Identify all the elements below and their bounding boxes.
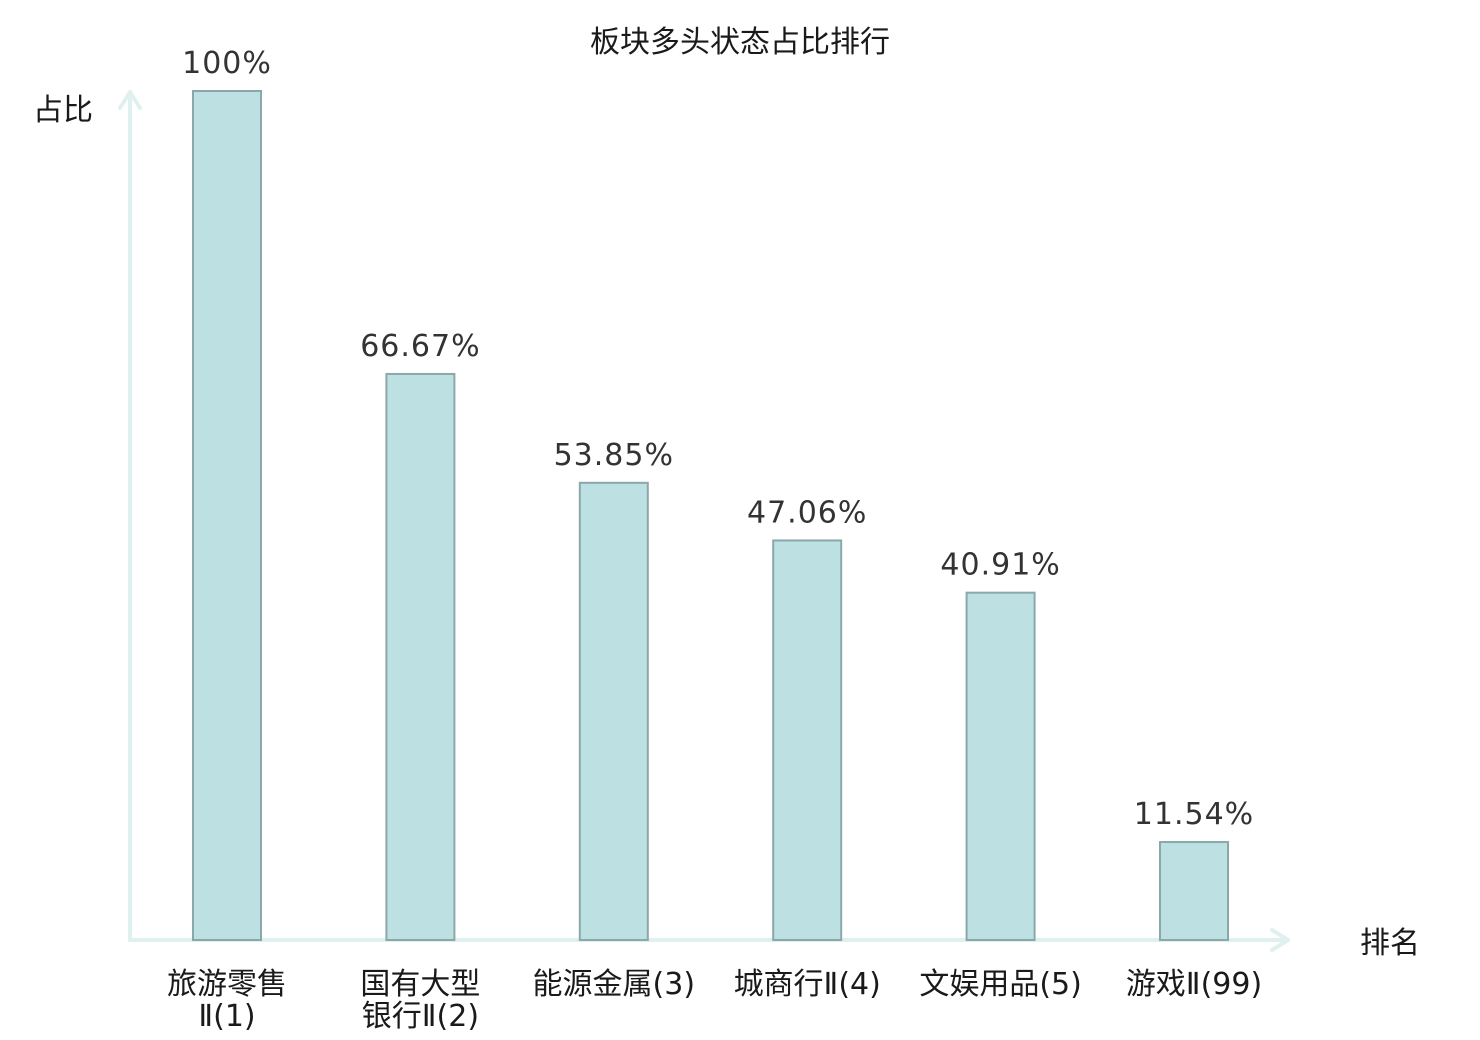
value-label-2: 66.67% (360, 329, 480, 364)
category-label-6-line-1: 游戏Ⅱ(99) (1126, 967, 1262, 1002)
x-axis-label: 排名 (1360, 926, 1420, 961)
bar-5 (965, 591, 1036, 941)
bar-1 (192, 90, 262, 941)
value-label-4: 47.06% (747, 495, 867, 530)
category-label-1-line-1: 旅游零售 (167, 967, 287, 1002)
bar-4 (772, 539, 843, 941)
category-label-2-line-1: 国有大型 (360, 967, 480, 1002)
category-label-1-line-2: Ⅱ(1) (198, 999, 255, 1034)
category-label-4-line-1: 城商行Ⅱ(4) (734, 967, 881, 1002)
category-label-5-line-1: 文娱用品(5) (919, 967, 1082, 1002)
value-label-1: 100% (182, 46, 272, 81)
category-label-3-line-1: 能源金属(3) (533, 967, 696, 1002)
y-axis-arrow (118, 90, 142, 110)
bar-3 (578, 481, 649, 941)
y-axis-label: 占比 (33, 93, 93, 128)
value-label-5: 40.91% (940, 548, 1060, 583)
value-label-3: 53.85% (554, 438, 674, 473)
bars-group (192, 90, 1229, 942)
value-labels-group: 100% 66.67% 53.85% 47.06% 40.91% 11.54% (182, 46, 1254, 832)
bar-6 (1159, 841, 1229, 941)
bar-2 (385, 372, 456, 942)
x-axis-arrow (1270, 928, 1290, 952)
value-label-6: 11.54% (1134, 797, 1254, 832)
category-label-2-line-2: 银行Ⅱ(2) (362, 999, 479, 1034)
chart-title: 板块多头状态占比排行 (590, 25, 890, 60)
